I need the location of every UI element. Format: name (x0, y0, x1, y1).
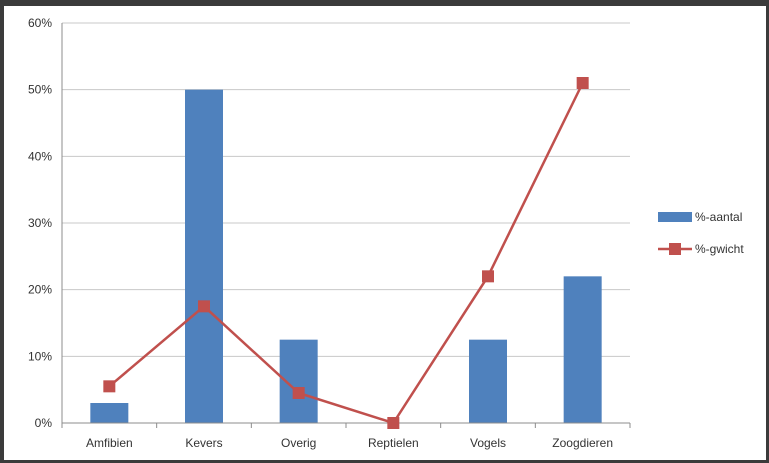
bar (90, 403, 129, 423)
y-tick-label: 40% (28, 149, 52, 163)
line-point (482, 270, 494, 283)
line-point (576, 77, 589, 89)
y-tick-label: 60% (28, 16, 52, 30)
line-point (292, 387, 305, 399)
series-line (108, 82, 584, 425)
legend-label: %-gwicht (695, 242, 744, 256)
line-point (103, 380, 116, 393)
x-tick-label: Zoogdieren (552, 436, 613, 450)
x-tick-label: Overig (281, 436, 316, 450)
bar (563, 276, 602, 423)
combo-chart: 0% 10% 20% 30% 40% 50% 60% Amfibien Kevers Overig… (28, 16, 744, 450)
legend-swatch-marker (669, 243, 681, 255)
legend-swatch-bar (658, 212, 692, 222)
x-tick-label: Kevers (185, 436, 222, 450)
chart-area: 0% 10% 20% 30% 40% 50% 60% Amfibien Kevers Overig… (4, 6, 766, 460)
y-tick-label: 20% (28, 283, 52, 297)
x-tick-label: Reptielen (368, 436, 419, 450)
y-tick-label: 10% (28, 349, 52, 363)
bar (185, 89, 223, 424)
line-point (198, 300, 210, 313)
y-tick-label: 30% (28, 216, 52, 230)
x-tick-label: Amfibien (86, 436, 133, 450)
x-tick-label: Vogels (470, 436, 506, 450)
y-tick-label: 50% (28, 83, 52, 97)
legend-label: %-aantal (695, 210, 742, 224)
y-tick-label: 0% (35, 416, 53, 430)
line-point (387, 417, 400, 429)
bar (469, 339, 507, 423)
